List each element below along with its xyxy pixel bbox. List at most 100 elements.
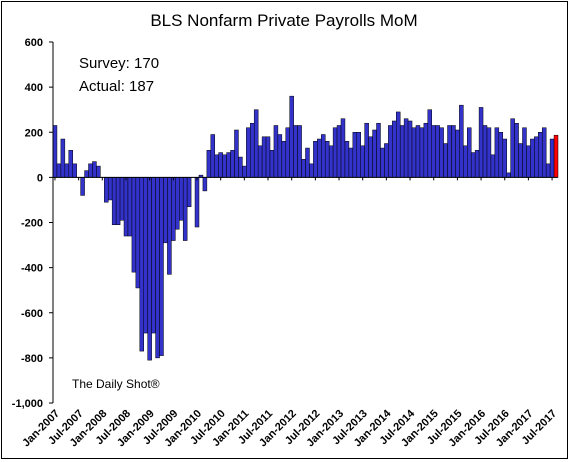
y-tick-label: 0 xyxy=(37,172,43,184)
bar xyxy=(368,136,373,178)
bar xyxy=(324,141,330,178)
bar xyxy=(163,177,168,244)
bar xyxy=(80,177,85,196)
bar xyxy=(135,177,141,289)
bar xyxy=(123,177,129,237)
bar xyxy=(545,163,551,178)
bar xyxy=(534,136,539,178)
y-axis: 600 400 200 0 -200 -400 -600 -800 -1,000 xyxy=(12,37,53,410)
bar xyxy=(186,177,192,207)
survey-annotation: Survey: 170 xyxy=(79,55,159,72)
bar xyxy=(514,122,519,178)
bar xyxy=(293,125,298,178)
y-tick-label: 600 xyxy=(25,37,43,49)
bar xyxy=(360,145,365,178)
bar xyxy=(336,125,342,178)
bar xyxy=(435,125,440,178)
bar xyxy=(431,125,436,178)
bar xyxy=(530,138,535,178)
bar xyxy=(411,127,417,178)
bar xyxy=(522,127,527,178)
bar xyxy=(104,177,109,203)
bar xyxy=(119,177,125,221)
bar xyxy=(68,150,73,178)
bar xyxy=(96,165,101,178)
bar xyxy=(364,122,369,178)
bar xyxy=(234,129,239,178)
bar xyxy=(111,177,117,226)
bar xyxy=(265,136,271,178)
bar xyxy=(269,150,275,178)
bar xyxy=(218,152,223,178)
bar xyxy=(285,127,290,178)
bar xyxy=(159,177,164,356)
bar xyxy=(538,132,543,178)
y-tick-label: -400 xyxy=(21,263,43,275)
bar xyxy=(340,118,346,178)
bar xyxy=(88,163,93,178)
bar xyxy=(470,152,476,178)
bar xyxy=(541,127,547,178)
bar xyxy=(257,145,263,178)
bar xyxy=(388,125,393,178)
bar xyxy=(214,154,219,178)
bar xyxy=(415,125,421,178)
bar xyxy=(344,141,350,178)
y-tick-label: -200 xyxy=(21,218,43,230)
y-tick-label: -800 xyxy=(21,353,43,365)
bar xyxy=(167,177,172,275)
bar xyxy=(526,145,531,178)
bar xyxy=(317,138,322,178)
y-tick-label: 400 xyxy=(25,82,43,94)
bar xyxy=(151,177,156,334)
bar xyxy=(494,127,500,178)
bar xyxy=(273,125,279,178)
chart-title: BLS Nonfarm Private Payrolls MoM xyxy=(150,11,417,30)
bar xyxy=(423,122,429,178)
bar xyxy=(289,95,294,178)
bar xyxy=(175,177,180,230)
bar-latest xyxy=(553,134,559,178)
bar xyxy=(328,145,334,178)
bar xyxy=(439,127,444,178)
bar xyxy=(131,177,137,273)
bar xyxy=(506,172,511,178)
bar xyxy=(482,125,488,178)
bar xyxy=(107,177,113,201)
bar xyxy=(474,150,480,178)
bar xyxy=(155,177,160,359)
bar xyxy=(72,163,77,178)
bar xyxy=(84,170,89,178)
bar xyxy=(498,132,504,178)
bar xyxy=(392,120,397,178)
bar xyxy=(171,177,176,241)
actual-annotation: Actual: 187 xyxy=(79,78,154,95)
bar xyxy=(64,163,70,178)
bar xyxy=(376,122,381,178)
bar xyxy=(478,107,484,178)
bar xyxy=(399,125,405,178)
bar xyxy=(238,156,243,178)
bar xyxy=(226,152,231,178)
bar xyxy=(467,127,472,178)
bar xyxy=(510,118,515,178)
bar xyxy=(395,111,401,178)
bar xyxy=(246,127,251,178)
bar xyxy=(297,125,302,178)
bar xyxy=(502,138,507,178)
bar xyxy=(490,154,496,178)
bar xyxy=(407,120,413,178)
bar xyxy=(261,136,267,178)
bar xyxy=(210,134,216,178)
x-axis: Jan-2007Jul-2007Jan-2008Jul-2008Jan-2009… xyxy=(20,177,559,449)
bar xyxy=(127,177,133,237)
bar xyxy=(348,147,354,178)
bar xyxy=(222,154,227,178)
bar xyxy=(139,177,145,352)
bar xyxy=(486,127,492,178)
bar xyxy=(356,132,361,178)
bars-group xyxy=(52,95,559,361)
bar xyxy=(52,125,58,178)
